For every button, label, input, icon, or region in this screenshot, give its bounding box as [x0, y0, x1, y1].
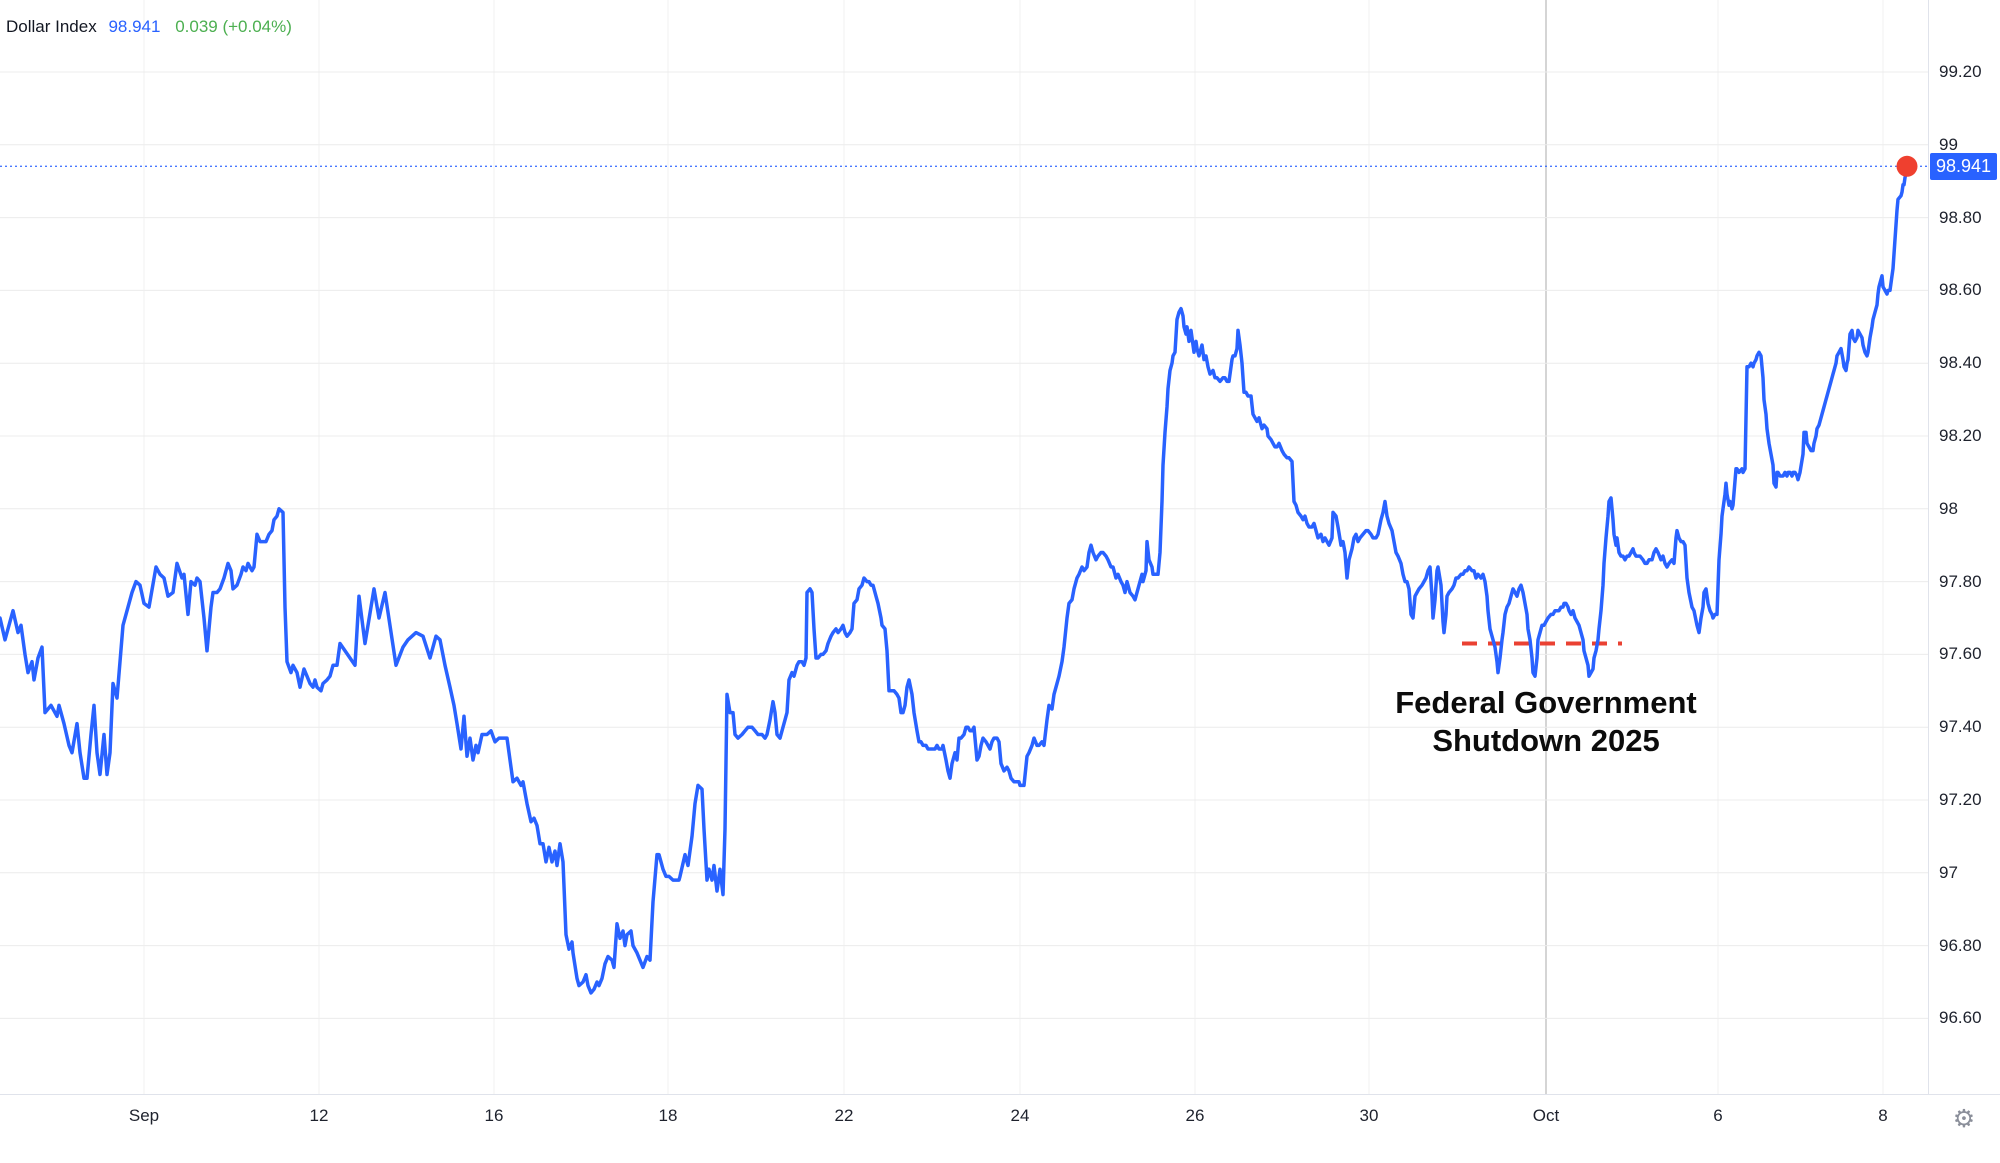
time-tick-18: 18 [658, 1106, 678, 1125]
current-price-value: 98.941 [1935, 155, 1992, 176]
price-tick-97.60: 97.60 [1939, 644, 1982, 664]
time-tick-8: 8 [1878, 1106, 1888, 1125]
price-tick-97: 97 [1939, 862, 1958, 882]
time-tick-Oct: Oct [1532, 1106, 1560, 1125]
price-tick-98.60: 98.60 [1939, 280, 1982, 300]
last-price-dot [1896, 155, 1918, 177]
last-price: 98.941 [108, 17, 161, 36]
price-tick-99: 99 [1939, 134, 1958, 154]
current-price-label: 98.941 [1930, 152, 1997, 180]
price-tick-97.40: 97.40 [1939, 717, 1982, 737]
price-tick-97.80: 97.80 [1939, 571, 1982, 591]
price-tick-99.20: 99.20 [1939, 62, 1982, 81]
price-tick-98.20: 98.20 [1939, 426, 1982, 445]
annotation-line2: Shutdown 2025 [1432, 723, 1660, 758]
shutdown-annotation: Federal Government Shutdown 2025 [1266, 684, 1826, 760]
annotation-line1: Federal Government [1395, 685, 1697, 720]
symbol-name: Dollar Index [6, 17, 97, 36]
time-tick-6: 6 [1713, 1106, 1723, 1125]
time-tick-16: 16 [484, 1106, 504, 1125]
settings-button[interactable]: ⚙ [1946, 1100, 1982, 1136]
price-change: 0.039 (+0.04%) [175, 17, 292, 36]
price-tick-97.20: 97.20 [1939, 790, 1982, 809]
time-tick-Sep: Sep [128, 1106, 160, 1125]
price-tick-96.80: 96.80 [1939, 935, 1982, 955]
time-tick-26: 26 [1185, 1106, 1205, 1125]
gear-icon: ⚙ [1952, 1103, 1976, 1133]
time-tick-24: 24 [1010, 1106, 1030, 1125]
symbol-legend: Dollar Index 98.941 0.039 (+0.04%) [6, 17, 292, 37]
time-tick-12: 12 [309, 1106, 329, 1125]
price-tick-98: 98 [1939, 498, 1958, 518]
time-axis[interactable]: Sep 12 16 18 22 24 26 30 Oct 6 8 [0, 1094, 2000, 1163]
price-tick-96.60: 96.60 [1939, 1008, 1982, 1028]
price-axis[interactable]: 99.20 99 98.80 98.60 98.40 98.20 98 97.80 97.60 9… [1928, 0, 2000, 1094]
time-tick-30: 30 [1359, 1106, 1379, 1125]
time-tick-22: 22 [834, 1106, 854, 1125]
price-tick-98.40: 98.40 [1939, 353, 1982, 373]
price-tick-98.80: 98.80 [1939, 207, 1982, 227]
price-line-path [0, 164, 1910, 995]
